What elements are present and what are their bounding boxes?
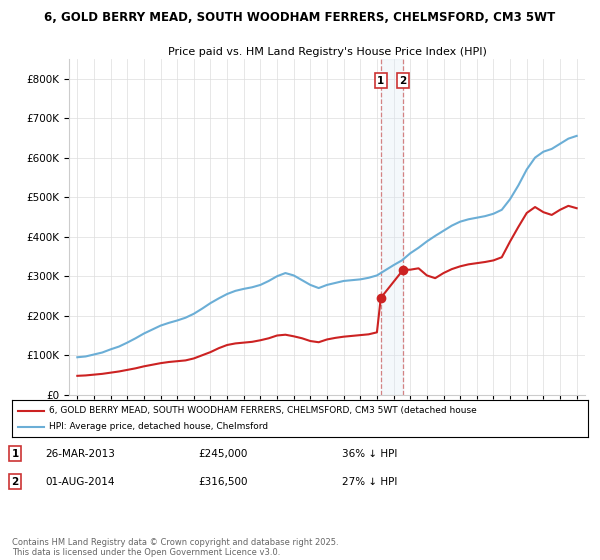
Text: 6, GOLD BERRY MEAD, SOUTH WOODHAM FERRERS, CHELMSFORD, CM3 5WT (detached house: 6, GOLD BERRY MEAD, SOUTH WOODHAM FERRER… [49, 406, 477, 415]
Text: 2: 2 [400, 76, 407, 86]
Text: 1: 1 [377, 76, 385, 86]
Text: Contains HM Land Registry data © Crown copyright and database right 2025.
This d: Contains HM Land Registry data © Crown c… [12, 538, 338, 557]
Text: £245,000: £245,000 [198, 449, 247, 459]
Text: 26-MAR-2013: 26-MAR-2013 [45, 449, 115, 459]
Text: £316,500: £316,500 [198, 477, 248, 487]
Text: 36% ↓ HPI: 36% ↓ HPI [342, 449, 397, 459]
Text: 6, GOLD BERRY MEAD, SOUTH WOODHAM FERRERS, CHELMSFORD, CM3 5WT: 6, GOLD BERRY MEAD, SOUTH WOODHAM FERRER… [44, 11, 556, 24]
Text: 27% ↓ HPI: 27% ↓ HPI [342, 477, 397, 487]
Text: 1: 1 [11, 449, 19, 459]
Title: Price paid vs. HM Land Registry's House Price Index (HPI): Price paid vs. HM Land Registry's House … [167, 46, 487, 57]
Text: 01-AUG-2014: 01-AUG-2014 [45, 477, 115, 487]
Text: 2: 2 [11, 477, 19, 487]
Text: HPI: Average price, detached house, Chelmsford: HPI: Average price, detached house, Chel… [49, 422, 269, 431]
Bar [381, 59, 403, 395]
